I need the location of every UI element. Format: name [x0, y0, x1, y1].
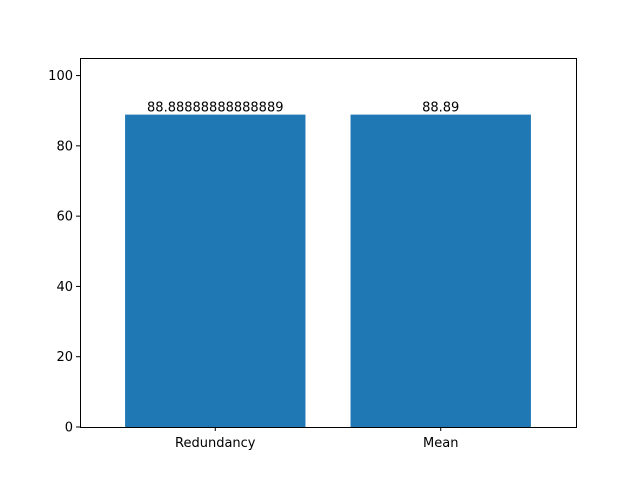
x-axis: Redundancy Mean — [175, 427, 458, 451]
bar-mean — [350, 114, 531, 427]
data-labels-layer: 88.88888888888889 88.89 — [147, 101, 459, 116]
data-label-redundancy: 88.88888888888889 — [147, 101, 283, 116]
data-label-mean: 88.89 — [422, 101, 459, 116]
y-tick-label: 60 — [56, 210, 73, 225]
y-tick-label: 80 — [56, 139, 73, 154]
bar-redundancy — [125, 114, 306, 427]
y-tick-label: 100 — [48, 69, 73, 84]
bars-layer — [125, 114, 531, 427]
y-axis: 0 20 40 60 80 100 — [48, 69, 80, 436]
x-tick-label: Mean — [423, 436, 458, 451]
x-tick-label: Redundancy — [175, 436, 256, 451]
y-tick-label: 0 — [65, 421, 73, 436]
plot-frame — [80, 58, 577, 428]
y-tick-label: 40 — [56, 280, 73, 295]
y-tick-label: 20 — [56, 350, 73, 365]
